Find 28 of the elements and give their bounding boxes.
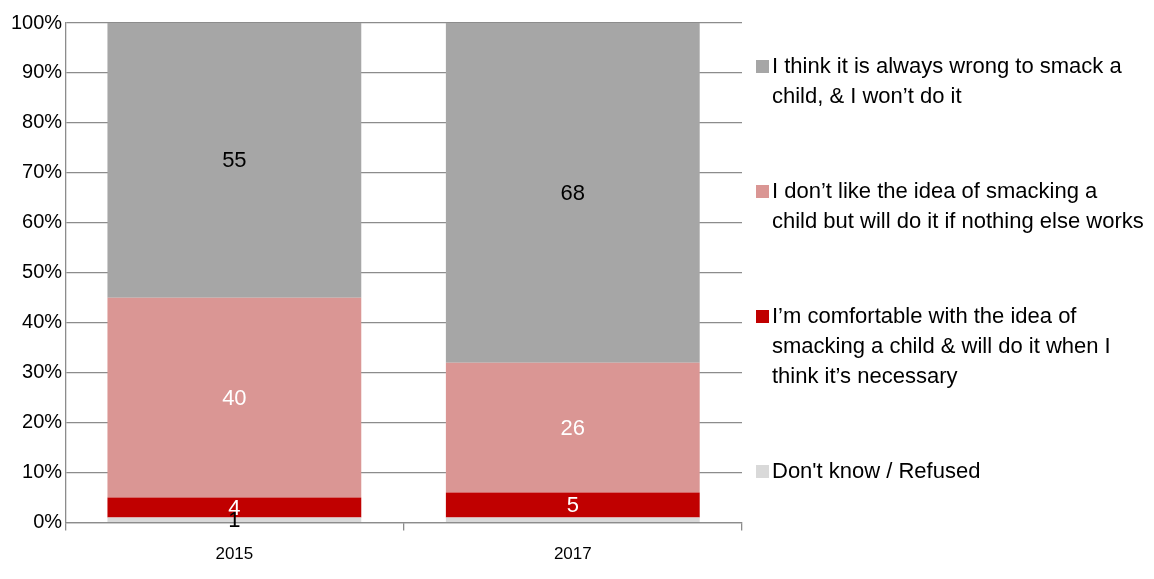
x-tick-label: 2015	[215, 544, 254, 564]
legend-label: I think it is always wrong to smack a child, & I won’t do it	[772, 51, 1123, 110]
bar	[445, 23, 700, 363]
bar	[107, 297, 362, 498]
bar	[445, 362, 700, 493]
data-label: 55	[222, 147, 247, 173]
data-label: 40	[222, 384, 247, 410]
y-tick-label: 20%	[22, 410, 63, 433]
x-tick-label: 2017	[553, 544, 592, 564]
data-label: 26	[560, 414, 586, 440]
legend-label: Don't know / Refused	[772, 457, 982, 486]
y-tick-label: 90%	[22, 60, 63, 83]
y-tick-label: 40%	[22, 310, 63, 333]
legend-label: I’m comfortable with the idea of smacking a child & will do it when I think it’s necessary	[772, 302, 1112, 391]
y-tick-label: 100%	[11, 10, 63, 33]
bar	[445, 517, 700, 522]
y-tick-label: 80%	[22, 110, 63, 133]
y-tick-label: 60%	[22, 210, 63, 233]
y-tick-label: 30%	[22, 360, 63, 383]
data-label: 68	[560, 179, 586, 205]
bar	[445, 492, 700, 518]
data-label: 5	[566, 492, 579, 518]
legend-label: I don’t like the idea of smacking a child but will do it if nothing else works	[772, 176, 1145, 235]
y-tick-label: 10%	[22, 460, 63, 483]
y-tick-label: 70%	[22, 160, 63, 183]
y-tick-label: 50%	[22, 260, 63, 283]
bar	[107, 23, 362, 298]
y-tick-label: 0%	[33, 510, 63, 533]
